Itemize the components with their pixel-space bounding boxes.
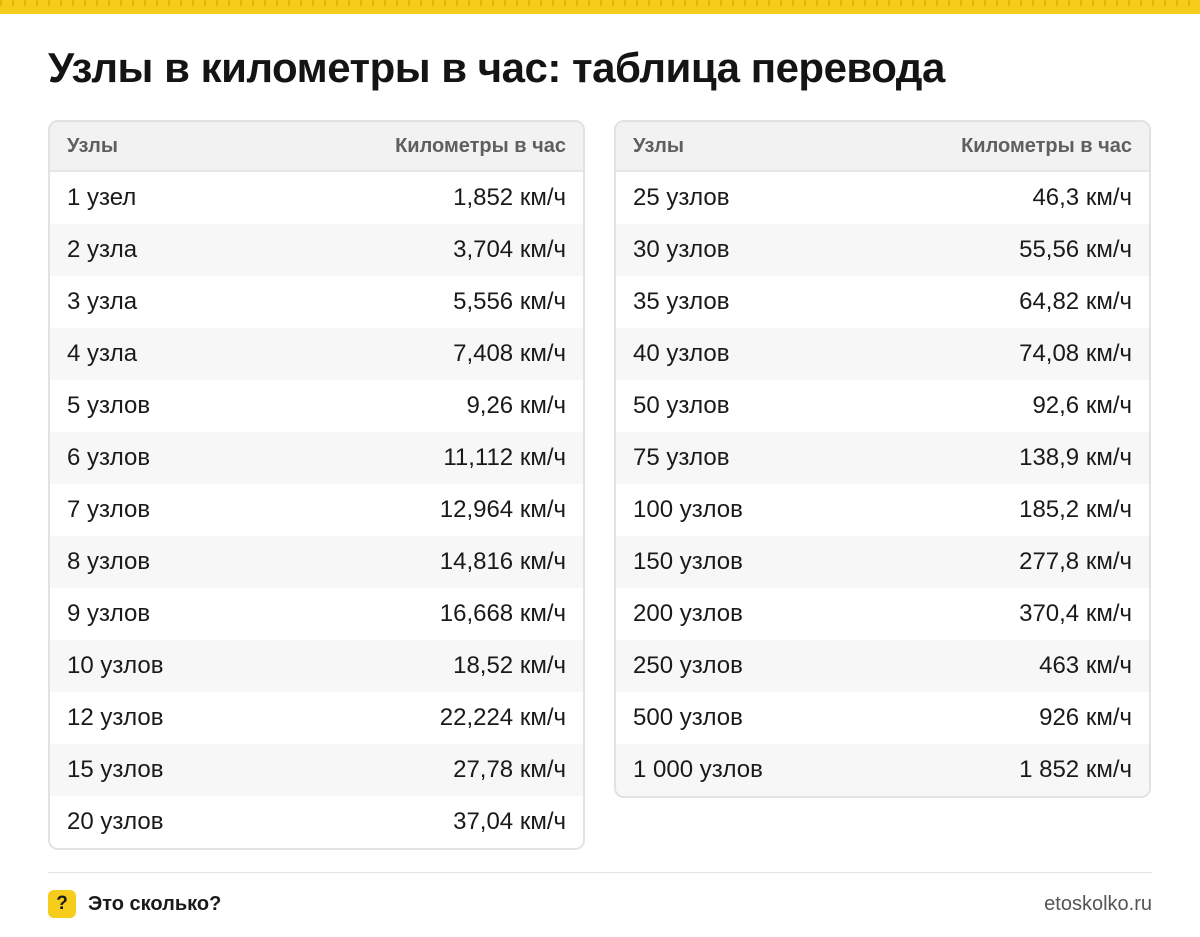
- column-header-kmh: Километры в час: [395, 134, 566, 157]
- table-row: 40 узлов 74,08 км/ч: [616, 328, 1149, 380]
- kmh-cell: 5,556 км/ч: [453, 288, 566, 315]
- knots-cell: 100 узлов: [633, 496, 743, 523]
- table-row: 500 узлов 926 км/ч: [616, 692, 1149, 744]
- top-ruler-decoration: [0, 0, 1200, 14]
- kmh-cell: 27,78 км/ч: [453, 756, 566, 783]
- knots-cell: 10 узлов: [67, 652, 164, 679]
- table-row: 50 узлов 92,6 км/ч: [616, 380, 1149, 432]
- table-row: 25 узлов 46,3 км/ч: [616, 172, 1149, 224]
- knots-cell: 200 узлов: [633, 600, 743, 627]
- conversion-table-right: Узлы Километры в час 25 узлов 46,3 км/ч 3…: [614, 120, 1151, 798]
- kmh-cell: 55,56 км/ч: [1019, 236, 1132, 263]
- table-row: 250 узлов 463 км/ч: [616, 640, 1149, 692]
- knots-cell: 500 узлов: [633, 704, 743, 731]
- table-row: 9 узлов 16,668 км/ч: [50, 588, 583, 640]
- column-header-knots: Узлы: [633, 134, 684, 157]
- knots-cell: 35 узлов: [633, 288, 730, 315]
- knots-cell: 15 узлов: [67, 756, 164, 783]
- knots-cell: 1 узел: [67, 184, 137, 211]
- question-mark-icon: ?: [48, 890, 76, 918]
- kmh-cell: 22,224 км/ч: [439, 704, 566, 731]
- table-row: 100 узлов 185,2 км/ч: [616, 484, 1149, 536]
- kmh-cell: 46,3 км/ч: [1032, 184, 1132, 211]
- table-row: 7 узлов 12,964 км/ч: [50, 484, 583, 536]
- table-row: 1 000 узлов 1 852 км/ч: [616, 744, 1149, 796]
- knots-cell: 8 узлов: [67, 548, 151, 575]
- kmh-cell: 463 км/ч: [1039, 652, 1132, 679]
- table-row: 2 узла 3,704 км/ч: [50, 224, 583, 276]
- knots-cell: 3 узла: [67, 288, 138, 315]
- table-row: 12 узлов 22,224 км/ч: [50, 692, 583, 744]
- kmh-cell: 92,6 км/ч: [1032, 392, 1132, 419]
- kmh-cell: 16,668 км/ч: [439, 600, 566, 627]
- table-row: 15 узлов 27,78 км/ч: [50, 744, 583, 796]
- brand-link[interactable]: ? Это сколько?: [48, 890, 221, 918]
- kmh-cell: 185,2 км/ч: [1019, 496, 1132, 523]
- knots-cell: 7 узлов: [67, 496, 151, 523]
- table-row: 35 узлов 64,82 км/ч: [616, 276, 1149, 328]
- kmh-cell: 14,816 км/ч: [439, 548, 566, 575]
- knots-cell: 20 узлов: [67, 808, 164, 835]
- knots-cell: 12 узлов: [67, 704, 164, 731]
- kmh-cell: 277,8 км/ч: [1019, 548, 1132, 575]
- knots-cell: 30 узлов: [633, 236, 730, 263]
- column-header-kmh: Километры в час: [961, 134, 1132, 157]
- knots-cell: 75 узлов: [633, 444, 730, 471]
- page-title: Узлы в километры в час: таблица перевода: [48, 44, 945, 91]
- kmh-cell: 7,408 км/ч: [453, 340, 566, 367]
- knots-cell: 50 узлов: [633, 392, 730, 419]
- knots-cell: 4 узла: [67, 340, 138, 367]
- table-row: 5 узлов 9,26 км/ч: [50, 380, 583, 432]
- site-link[interactable]: etoskolko.ru: [1044, 893, 1152, 915]
- knots-cell: 6 узлов: [67, 444, 151, 471]
- table-body: 1 узел 1,852 км/ч 2 узла 3,704 км/ч 3 узла…: [50, 172, 583, 848]
- knots-cell: 9 узлов: [67, 600, 151, 627]
- kmh-cell: 370,4 км/ч: [1019, 600, 1132, 627]
- kmh-cell: 18,52 км/ч: [453, 652, 566, 679]
- table-row: 4 узла 7,408 км/ч: [50, 328, 583, 380]
- brand-name: Это сколько?: [88, 892, 222, 915]
- knots-cell: 2 узла: [67, 236, 138, 263]
- footer-divider: [48, 872, 1152, 873]
- kmh-cell: 138,9 км/ч: [1019, 444, 1132, 471]
- knots-cell: 5 узлов: [67, 392, 151, 419]
- table-body: 25 узлов 46,3 км/ч 30 узлов 55,56 км/ч 35 …: [616, 172, 1149, 796]
- kmh-cell: 74,08 км/ч: [1019, 340, 1132, 367]
- table-row: 10 узлов 18,52 км/ч: [50, 640, 583, 692]
- kmh-cell: 1,852 км/ч: [453, 184, 566, 211]
- table-row: 200 узлов 370,4 км/ч: [616, 588, 1149, 640]
- table-row: 3 узла 5,556 км/ч: [50, 276, 583, 328]
- table-row: 20 узлов 37,04 км/ч: [50, 796, 583, 848]
- kmh-cell: 37,04 км/ч: [453, 808, 566, 835]
- knots-cell: 150 узлов: [633, 548, 743, 575]
- table-row: 30 узлов 55,56 км/ч: [616, 224, 1149, 276]
- knots-cell: 1 000 узлов: [633, 756, 763, 783]
- column-header-knots: Узлы: [67, 134, 118, 157]
- kmh-cell: 64,82 км/ч: [1019, 288, 1132, 315]
- table-row: 1 узел 1,852 км/ч: [50, 172, 583, 224]
- kmh-cell: 926 км/ч: [1039, 704, 1132, 731]
- kmh-cell: 11,112 км/ч: [443, 444, 566, 471]
- table-row: 150 узлов 277,8 км/ч: [616, 536, 1149, 588]
- conversion-table-left: Узлы Километры в час 1 узел 1,852 км/ч 2 …: [48, 120, 585, 850]
- table-header: Узлы Километры в час: [616, 122, 1149, 172]
- knots-cell: 40 узлов: [633, 340, 730, 367]
- table-row: 75 узлов 138,9 км/ч: [616, 432, 1149, 484]
- table-row: 6 узлов 11,112 км/ч: [50, 432, 583, 484]
- table-row: 8 узлов 14,816 км/ч: [50, 536, 583, 588]
- kmh-cell: 3,704 км/ч: [453, 236, 566, 263]
- table-header: Узлы Километры в час: [50, 122, 583, 172]
- kmh-cell: 12,964 км/ч: [439, 496, 566, 523]
- kmh-cell: 1 852 км/ч: [1019, 756, 1132, 783]
- knots-cell: 250 узлов: [633, 652, 743, 679]
- kmh-cell: 9,26 км/ч: [466, 392, 566, 419]
- knots-cell: 25 узлов: [633, 184, 730, 211]
